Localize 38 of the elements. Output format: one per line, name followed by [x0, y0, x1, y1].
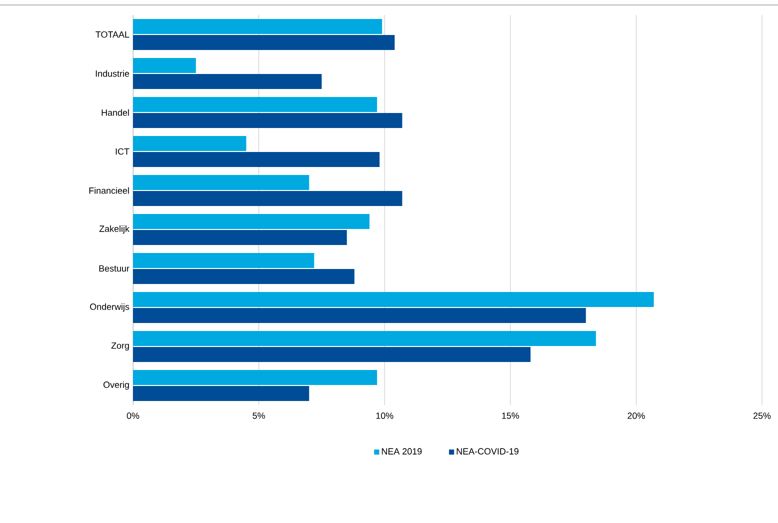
bar [133, 370, 378, 386]
bar [133, 97, 378, 112]
bar [133, 292, 654, 308]
y-tick-label: Financieel [89, 187, 129, 194]
bar [133, 152, 380, 167]
bar [133, 269, 354, 284]
legend-label: NEA-COVID-19 [456, 448, 518, 455]
bar [133, 175, 310, 190]
legend-label: NEA 2019 [382, 448, 422, 455]
bar [133, 113, 402, 128]
bar [133, 34, 395, 50]
bar [133, 191, 402, 206]
x-tick-label: 15% [502, 412, 520, 419]
y-tick-label: Bestuur [99, 265, 130, 272]
bar [133, 386, 310, 402]
y-tick-label: Onderwijs [90, 303, 130, 312]
x-tick-label: 5% [252, 412, 265, 419]
bar [133, 74, 322, 89]
bar [133, 136, 246, 151]
bar [133, 308, 586, 324]
y-tick-label: Handel [102, 109, 129, 116]
bar [133, 18, 382, 34]
bar [133, 58, 196, 73]
y-tick-label: Zorg [111, 342, 129, 351]
x-tick-label: 25% [753, 412, 771, 419]
y-tick-label: Overig [103, 381, 129, 390]
bar [133, 230, 347, 245]
y-tick-label: TOTAAL [96, 31, 130, 38]
x-tick-label: 10% [376, 412, 394, 419]
bar [133, 347, 531, 362]
y-tick-label: Industrie [96, 70, 130, 77]
y-tick-label: Zakelijk [99, 225, 130, 234]
x-tick-label: 20% [628, 412, 645, 419]
bar [133, 331, 596, 346]
bar [133, 253, 314, 268]
y-tick-label: ICT [116, 148, 130, 155]
x-tick-label: 0% [126, 412, 140, 419]
bar [133, 214, 370, 229]
